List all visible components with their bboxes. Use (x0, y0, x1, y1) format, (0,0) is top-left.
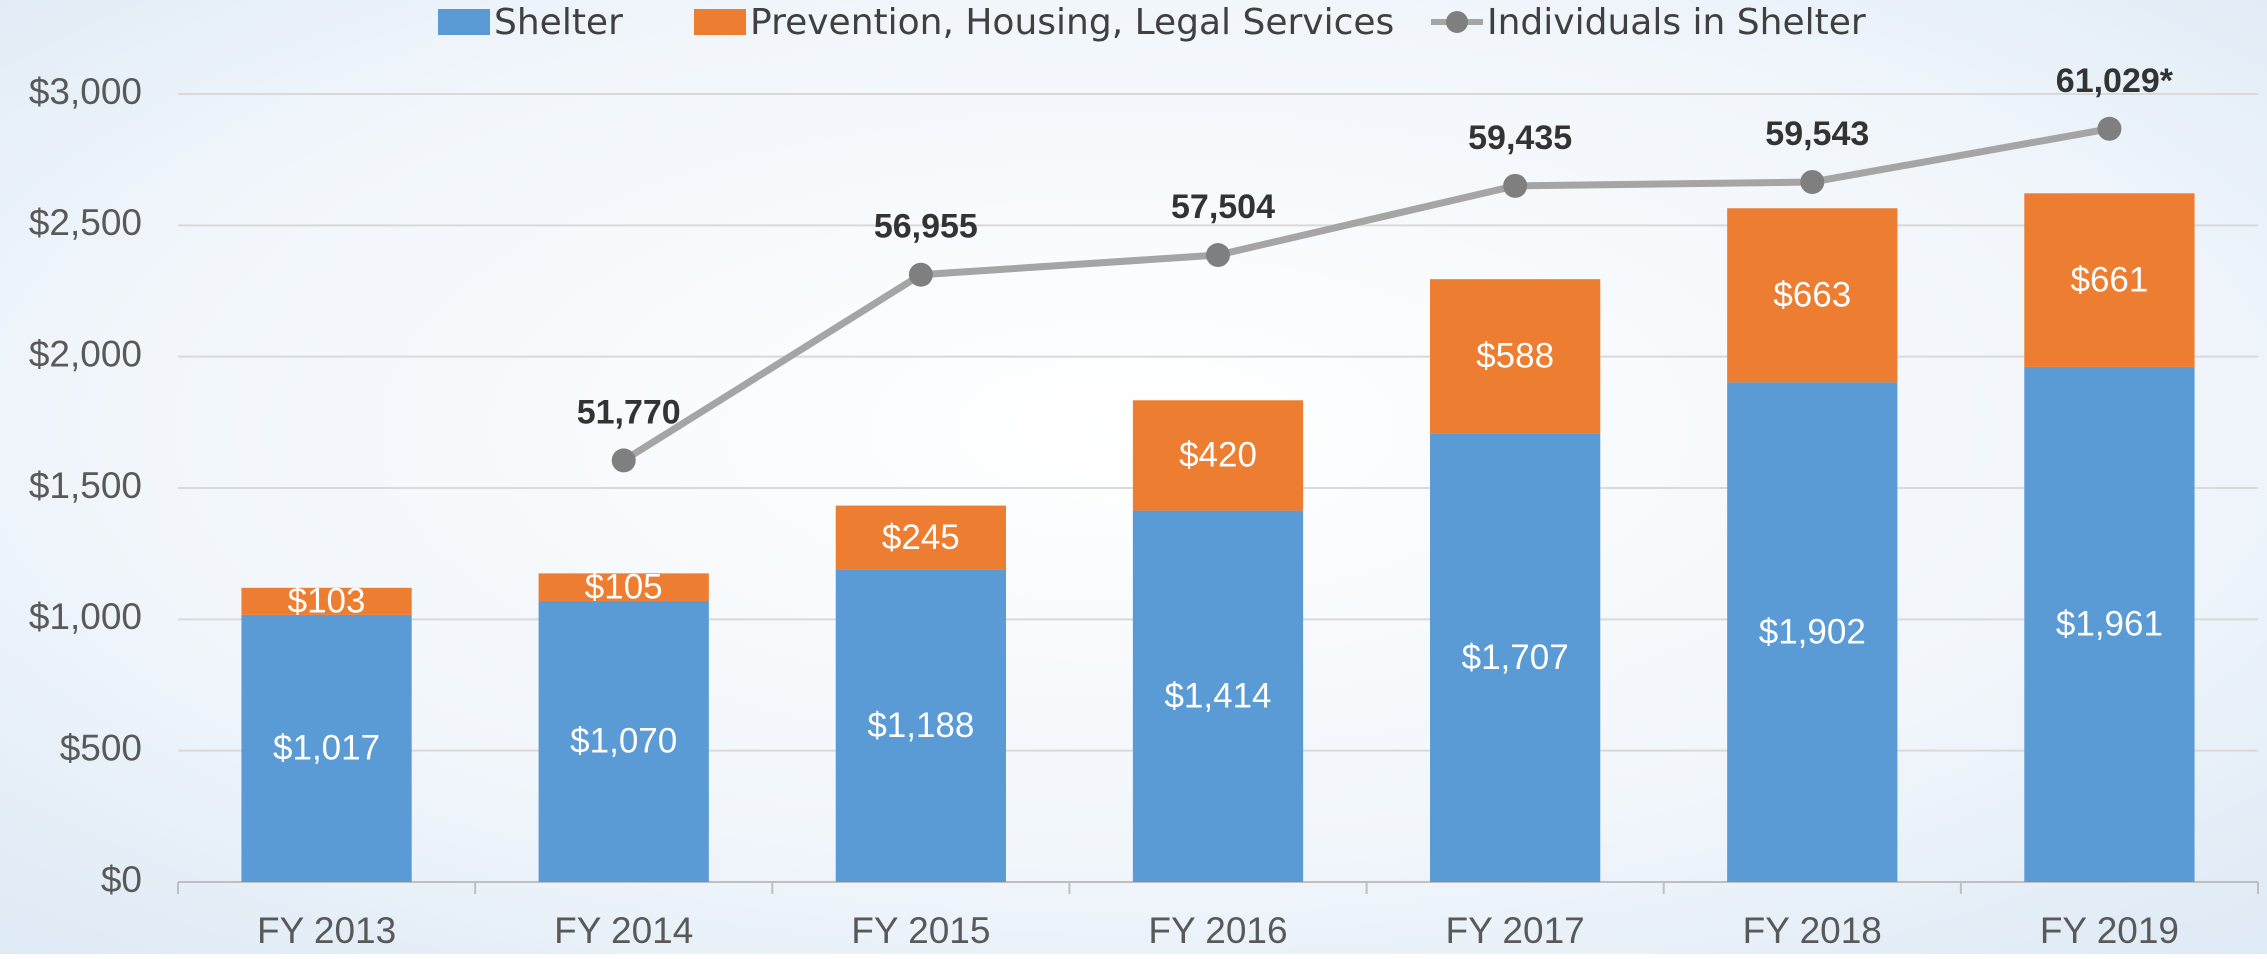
legend-label: Prevention, Housing, Legal Services (750, 2, 1394, 43)
x-tick-label: FY 2016 (1148, 910, 1287, 951)
data-label: $1,902 (1759, 612, 1866, 651)
data-label: $663 (1773, 276, 1851, 315)
data-label: $1,414 (1164, 677, 1271, 716)
line-label: 59,435 (1468, 119, 1572, 157)
line-label: 57,504 (1171, 188, 1275, 226)
data-label: $105 (585, 567, 663, 606)
x-tick-label: FY 2019 (2040, 910, 2179, 951)
data-label: $1,188 (867, 706, 974, 745)
legend-swatch (694, 9, 746, 35)
line-label: 59,543 (1765, 115, 1869, 153)
legend-label: Individuals in Shelter (1487, 2, 1866, 43)
line-marker (1503, 173, 1528, 198)
bar-segment (538, 573, 709, 601)
bar-segment (1727, 208, 1898, 383)
line (621, 125, 2111, 464)
y-tick-label: $3,000 (29, 71, 142, 112)
legend-marker (1446, 11, 1468, 33)
bar-segment (1430, 279, 1601, 434)
data-label: $588 (1476, 337, 1554, 376)
bar-segment (1430, 433, 1601, 882)
legend-label: Shelter (494, 2, 623, 43)
y-tick-label: $2,500 (29, 202, 142, 243)
line-marker (908, 262, 933, 287)
x-tick-label: FY 2018 (1743, 910, 1882, 951)
x-tick-label: FY 2015 (851, 910, 990, 951)
y-tick-label: $500 (60, 727, 142, 768)
line-marker (1206, 243, 1230, 268)
line-marker (611, 448, 636, 473)
x-tick-label: FY 2014 (554, 910, 693, 951)
data-label: $420 (1179, 436, 1257, 475)
data-label: $245 (882, 518, 960, 557)
y-tick-label: $2,000 (29, 333, 142, 374)
y-tick-label: $1,500 (29, 465, 142, 506)
y-tick-label: $0 (101, 859, 142, 900)
line-label: 61,029* (2056, 62, 2174, 100)
bar-segment (538, 600, 709, 882)
bar-segment (1727, 382, 1898, 882)
bar-segment (1132, 510, 1304, 882)
data-label: $661 (2070, 260, 2148, 299)
line-label: 56,955 (874, 208, 978, 246)
data-label: $1,707 (1462, 638, 1569, 677)
bar-segment (241, 587, 412, 615)
x-tick-label: FY 2017 (1446, 910, 1585, 951)
bar-segment (835, 505, 1006, 570)
line-label: 51,770 (577, 393, 681, 431)
bar-segment (835, 569, 1006, 882)
data-label: $1,070 (570, 722, 677, 761)
data-label: $1,961 (2056, 605, 2163, 644)
line-marker (1800, 170, 1825, 195)
bar-segment (2024, 193, 2195, 367)
bar-segment (1132, 400, 1304, 511)
bar-segment (241, 614, 412, 882)
data-label: $103 (288, 582, 366, 621)
x-tick-label: FY 2013 (257, 910, 396, 951)
bar-segment (2024, 366, 2195, 883)
legend-swatch (438, 9, 490, 35)
y-tick-label: $1,000 (29, 596, 142, 637)
data-label: $1,017 (273, 729, 380, 768)
line-marker (2097, 116, 2122, 141)
